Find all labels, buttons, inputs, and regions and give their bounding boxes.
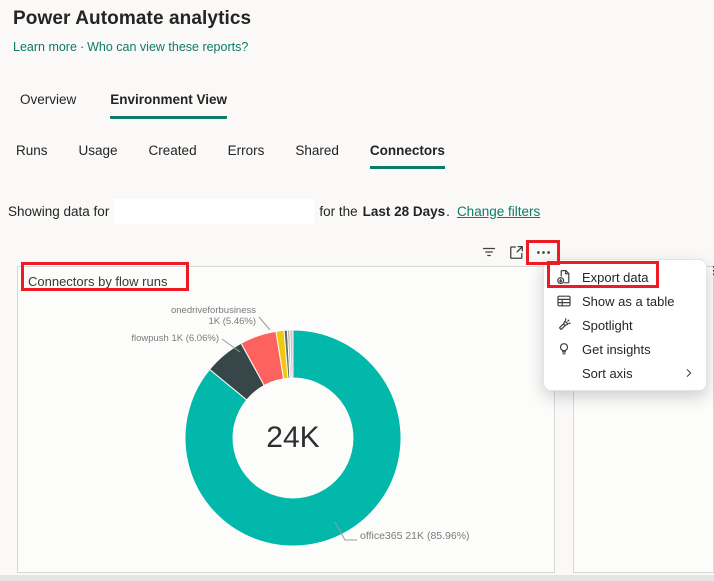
visual-toolbar xyxy=(480,243,552,261)
tab-overview[interactable]: Overview xyxy=(20,92,77,107)
redacted-environment-name xyxy=(114,198,315,224)
tab-connectors[interactable]: Connectors xyxy=(369,143,445,169)
menu-item-label: Get insights xyxy=(582,341,651,357)
menu-item-label: Export data xyxy=(582,269,649,285)
label-flowpush: flowpush 1K (6.06%) xyxy=(131,333,219,344)
label-onedriveforbusiness: onedriveforbusiness 1K (5.46%) xyxy=(146,305,256,327)
tab-errors[interactable]: Errors xyxy=(227,143,265,158)
sub-tab-bar: Runs Usage Created Errors Shared Connect… xyxy=(16,143,445,169)
header-links: Learn more · Who can view these reports? xyxy=(13,40,248,54)
menu-item-label: Show as a table xyxy=(582,293,675,309)
scope-middle: for the xyxy=(319,203,358,219)
donut-slice-office365[interactable] xyxy=(184,329,402,547)
menu-item-spotlight[interactable]: Spotlight xyxy=(544,313,706,337)
tab-environment-view[interactable]: Environment View xyxy=(110,92,228,119)
show-as-table-icon xyxy=(556,293,572,309)
tab-created[interactable]: Created xyxy=(148,143,197,158)
donut-chart xyxy=(183,328,403,548)
more-options-icon[interactable] xyxy=(534,243,552,261)
chart-title: Connectors by flow runs xyxy=(28,274,168,289)
menu-item-label: Spotlight xyxy=(582,317,633,333)
lightbulb-icon xyxy=(556,341,572,357)
change-filters-link[interactable]: Change filters xyxy=(456,203,541,219)
tab-runs[interactable]: Runs xyxy=(16,143,48,158)
date-range-label: Last 28 Days xyxy=(362,203,446,219)
filter-icon[interactable] xyxy=(480,243,498,261)
connectors-chart-panel: Connectors by flow runs 24K onedriveforb… xyxy=(17,266,555,573)
bottom-scroll-strip xyxy=(0,575,714,581)
menu-item-sort-axis[interactable]: Sort axis xyxy=(544,361,706,385)
who-can-view-link[interactable]: Who can view these reports? xyxy=(87,40,249,54)
tab-shared[interactable]: Shared xyxy=(295,143,339,158)
learn-more-link[interactable]: Learn more xyxy=(13,40,77,54)
menu-item-label: Sort axis xyxy=(582,365,633,381)
menu-item-icon-spacer xyxy=(556,365,572,381)
scope-prefix: Showing data for xyxy=(8,203,110,219)
link-separator: · xyxy=(79,40,85,54)
label-office365: office365 21K (85.96%) xyxy=(360,530,470,542)
clipped-panel-icon: ⋮ xyxy=(708,265,714,277)
label-onedriveforbusiness-line1: onedriveforbusiness xyxy=(170,305,256,316)
donut-center-total: 24K xyxy=(266,421,320,454)
main-tab-bar: Overview Environment View xyxy=(20,92,228,119)
tab-usage[interactable]: Usage xyxy=(78,143,118,158)
label-onedriveforbusiness-line2: 1K (5.46%) xyxy=(208,316,256,327)
visual-options-menu: Export data Show as a table xyxy=(543,259,707,391)
data-scope-bar: Showing data for for the Last 28 Days. C… xyxy=(8,198,540,224)
export-data-icon xyxy=(556,269,572,285)
menu-item-show-as-table[interactable]: Show as a table xyxy=(544,289,706,313)
page-title: Power Automate analytics xyxy=(13,8,252,29)
donut-slice-unlabeled-small-4[interactable] xyxy=(289,329,294,379)
menu-item-get-insights[interactable]: Get insights xyxy=(544,337,706,361)
scope-period: . xyxy=(446,203,450,219)
spotlight-icon xyxy=(556,317,572,333)
focus-mode-icon[interactable] xyxy=(507,243,525,261)
chevron-right-icon xyxy=(682,366,696,380)
menu-item-export-data[interactable]: Export data xyxy=(544,265,706,289)
